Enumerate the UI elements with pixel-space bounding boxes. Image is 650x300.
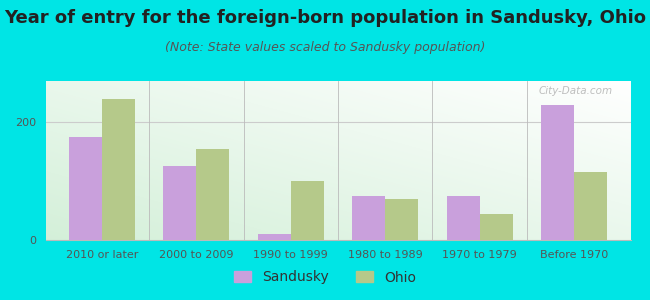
Bar [352, 196, 385, 240]
Bar [574, 172, 607, 240]
Text: Year of entry for the foreign-born population in Sandusky, Ohio: Year of entry for the foreign-born popul… [4, 9, 646, 27]
Bar [480, 214, 513, 240]
Bar [385, 199, 418, 240]
Bar [541, 105, 574, 240]
Bar [102, 99, 135, 240]
Legend: Sandusky, Ohio: Sandusky, Ohio [228, 265, 422, 290]
Bar [291, 181, 324, 240]
Bar [258, 234, 291, 240]
Bar [447, 196, 480, 240]
Bar [163, 167, 196, 240]
Text: (Note: State values scaled to Sandusky population): (Note: State values scaled to Sandusky p… [165, 40, 485, 53]
Bar [196, 149, 229, 240]
Text: City-Data.com: City-Data.com [539, 86, 613, 96]
Bar [69, 137, 102, 240]
